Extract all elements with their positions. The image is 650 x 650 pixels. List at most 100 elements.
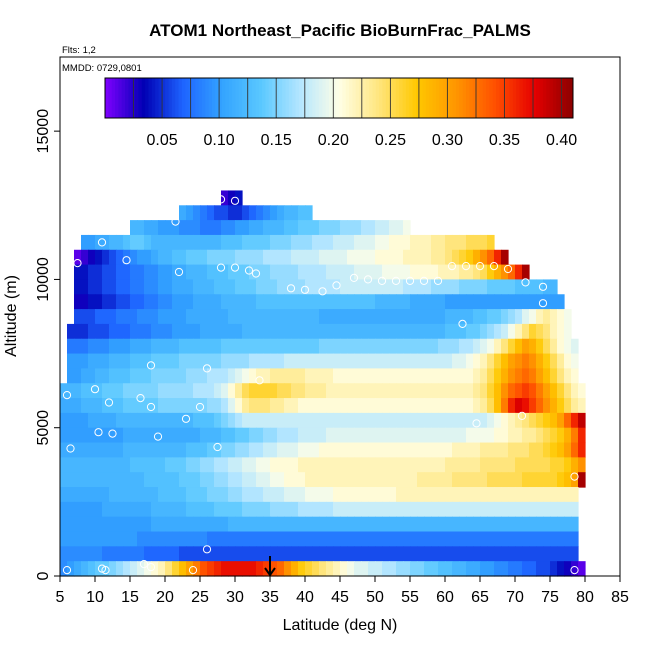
observation-point: [136, 394, 145, 403]
heatmap-cell: [207, 516, 215, 533]
heatmap-cell: [228, 323, 236, 340]
colorbar-segment: [138, 78, 143, 118]
heatmap-cell: [298, 279, 306, 295]
y-tick-label: 10000: [35, 257, 52, 302]
heatmap-cell: [459, 487, 467, 503]
heatmap-cell: [165, 249, 173, 266]
heatmap-cell: [319, 294, 327, 310]
heatmap-cell: [193, 279, 201, 295]
heatmap-cell: [550, 412, 558, 429]
heatmap-cell: [88, 294, 96, 310]
heatmap-cell: [410, 487, 418, 503]
heatmap-cell: [459, 323, 467, 340]
heatmap-cell: [291, 323, 299, 340]
heatmap-cell: [431, 234, 439, 251]
heatmap-cell: [186, 309, 194, 325]
heatmap-cell: [277, 294, 285, 310]
heatmap-cell: [137, 398, 145, 414]
heatmap-cell: [277, 220, 285, 236]
heatmap-cell: [543, 501, 551, 518]
heatmap-cell: [291, 546, 299, 562]
heatmap-cell: [487, 353, 495, 369]
heatmap-cell: [319, 234, 327, 251]
heatmap-cell: [67, 472, 75, 488]
heatmap-cell: [74, 487, 82, 503]
heatmap-cell: [522, 546, 530, 562]
heatmap-cell: [277, 561, 285, 577]
heatmap-cell: [130, 457, 138, 473]
x-tick-label: 85: [611, 589, 629, 606]
heatmap-cell: [578, 383, 586, 399]
heatmap-cell: [235, 412, 243, 429]
heatmap-cell: [158, 442, 166, 458]
x-tick-label: 25: [191, 589, 209, 606]
heatmap-cell: [144, 234, 152, 251]
colorbar-segment: [372, 78, 377, 118]
heatmap-cell: [431, 472, 439, 488]
heatmap-cell: [235, 501, 243, 518]
heatmap-cell: [529, 309, 537, 325]
heatmap-cell: [123, 427, 131, 444]
heatmap-cell: [242, 294, 250, 310]
heatmap-cell: [95, 264, 103, 281]
heatmap-cell: [291, 249, 299, 266]
heatmap-cell: [235, 427, 243, 444]
colorbar-segment: [148, 78, 153, 118]
heatmap-cell: [172, 294, 180, 310]
heatmap-cell: [291, 501, 299, 518]
heatmap-cell: [459, 472, 467, 488]
heatmap-cell: [480, 546, 488, 562]
x-axis: 5 10 15 20 25 30 35 40 45 50 55 60 65 70 75 80 85: [56, 576, 629, 606]
heatmap-cell: [333, 487, 341, 503]
heatmap-cell: [144, 294, 152, 310]
heatmap-cell: [200, 309, 208, 325]
heatmap-cell: [445, 294, 453, 310]
heatmap-cell: [172, 442, 180, 458]
heatmap-cell: [438, 487, 446, 503]
heatmap-cell: [95, 368, 103, 384]
heatmap-cell: [305, 546, 313, 562]
heatmap-cell: [242, 398, 250, 414]
heatmap-cell: [263, 234, 271, 251]
heatmap-cell: [501, 383, 509, 399]
colorbar-segment: [496, 78, 500, 118]
heatmap-cell: [130, 234, 138, 251]
heatmap-cell: [522, 472, 530, 488]
heatmap-cell: [102, 294, 110, 310]
heatmap-cell: [291, 368, 299, 384]
heatmap-cell: [515, 264, 523, 281]
heatmap-cell: [368, 516, 376, 533]
heatmap-cell: [543, 427, 551, 444]
heatmap-cell: [312, 516, 320, 533]
heatmap-cell: [214, 383, 222, 399]
colorbar-segment: [556, 78, 561, 118]
heatmap-cell: [109, 294, 117, 310]
colorbar-segment: [379, 78, 383, 118]
heatmap-cell: [543, 531, 551, 547]
heatmap-cell: [340, 220, 348, 236]
heatmap-cell: [214, 294, 222, 310]
heatmap-cell: [515, 427, 523, 444]
heatmap-cell: [116, 472, 124, 488]
heatmap-cell: [347, 472, 355, 488]
heatmap-cell: [242, 249, 250, 266]
heatmap-cell: [529, 323, 537, 340]
heatmap-cell: [389, 279, 397, 295]
heatmap-cell: [431, 383, 439, 399]
heatmap-cell: [319, 398, 327, 414]
heatmap-cell: [396, 368, 404, 384]
heatmap-cell: [270, 383, 278, 399]
heatmap-cell: [67, 487, 75, 503]
observation-point: [461, 262, 471, 271]
colorbar-segment: [215, 78, 220, 118]
colorbar-segment: [255, 78, 260, 118]
heatmap-cell: [263, 398, 271, 414]
heatmap-cell: [473, 546, 481, 562]
heatmap-cell: [298, 398, 306, 414]
heatmap-cell: [403, 516, 411, 533]
dates-label: MMDD: 0729,0801: [62, 63, 142, 74]
heatmap-cell: [347, 487, 355, 503]
heatmap-cell: [389, 323, 397, 340]
heatmap-cell: [550, 279, 558, 295]
heatmap-cell: [515, 501, 523, 518]
